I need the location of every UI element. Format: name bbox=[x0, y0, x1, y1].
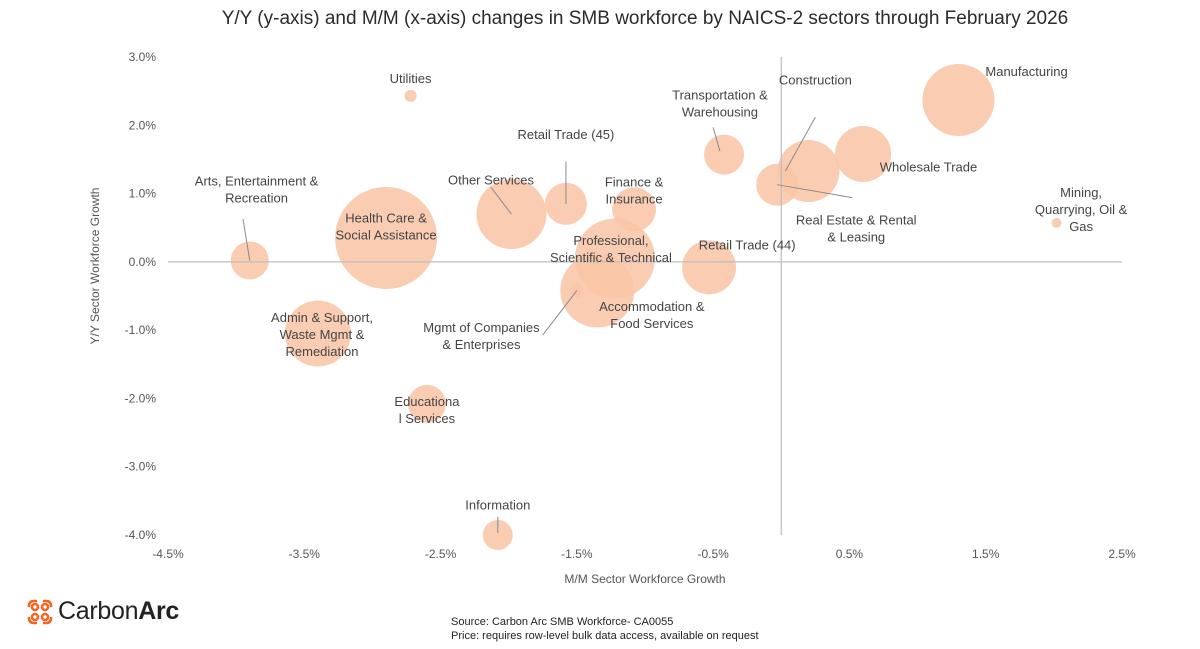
y-tick-label: -4.0% bbox=[125, 528, 157, 542]
leader-line-1 bbox=[784, 116, 816, 172]
annotation-14: Mgmt of Companies & Enterprises bbox=[423, 320, 540, 352]
y-tick-label: -2.0% bbox=[125, 391, 157, 405]
bubble-18 bbox=[407, 384, 446, 423]
leader-line-7 bbox=[542, 290, 578, 336]
bubble-15 bbox=[404, 89, 417, 102]
tick-label-layer: -4.5% -3.5% -2.5% -1.5% -0.5% 0.5% 1.5% 2.5% 3.0… bbox=[125, 50, 1136, 561]
annotation-line: Arts, Entertainment & bbox=[195, 173, 319, 188]
bubble-12 bbox=[560, 253, 635, 328]
y-tick-label: 3.0% bbox=[129, 50, 157, 64]
annotation-line: Social Assistance bbox=[335, 227, 436, 242]
y-tick-label: -1.0% bbox=[125, 323, 157, 337]
annotation-line: Gas bbox=[1069, 219, 1093, 234]
carbon-arc-logo: CarbonArc bbox=[26, 597, 179, 626]
annotation-19: Information bbox=[465, 498, 530, 513]
x-tick-label: 2.5% bbox=[1108, 547, 1136, 561]
annotation-line: Manufacturing bbox=[985, 64, 1067, 79]
annotation-line: Remediation bbox=[286, 344, 359, 359]
annotation-7: Retail Trade (44) bbox=[699, 238, 796, 253]
annotation-2: Construction bbox=[779, 72, 852, 87]
annotation-12: Professional, Scientific & Technical bbox=[550, 233, 672, 265]
y-tick-label: 2.0% bbox=[129, 118, 157, 132]
annotation-15: Utilities bbox=[390, 71, 432, 86]
annotation-line: Scientific & Technical bbox=[550, 250, 672, 265]
carbon-arc-logo-text: CarbonArc bbox=[58, 597, 179, 625]
annotation-1: Manufacturing bbox=[985, 64, 1067, 79]
x-tick-label: -1.5% bbox=[561, 547, 593, 561]
bubble-layer bbox=[230, 64, 1062, 550]
x-tick-label: -4.5% bbox=[152, 547, 184, 561]
annotation-line: Real Estate & Rental bbox=[796, 212, 917, 227]
annotation-line: Insurance bbox=[606, 192, 663, 207]
annotation-line: Admin & Support, bbox=[271, 310, 373, 325]
annotation-line: Retail Trade (45) bbox=[518, 127, 615, 142]
bubble-19 bbox=[482, 520, 513, 550]
annotation-line: Retail Trade (44) bbox=[699, 238, 796, 253]
annotation-11: Health Care & Social Assistance bbox=[335, 210, 436, 242]
annotation-3: Wholesale Trade bbox=[880, 160, 978, 175]
annotation-line: & Leasing bbox=[827, 229, 885, 244]
annotation-9: Retail Trade (45) bbox=[518, 127, 615, 142]
annotation-line: Recreation bbox=[225, 190, 288, 205]
leader-line-6 bbox=[242, 218, 251, 261]
leader-line-5 bbox=[490, 187, 512, 215]
y-tick-label: -3.0% bbox=[125, 460, 157, 474]
axes-layer bbox=[168, 57, 1122, 535]
bubble-7 bbox=[682, 240, 737, 295]
annotation-line: Other Services bbox=[448, 173, 534, 188]
annotation-line: Utilities bbox=[390, 71, 432, 86]
annotation-8: Finance & Insurance bbox=[605, 175, 664, 207]
annotation-line: Transportation & bbox=[672, 87, 768, 102]
x-tick-label: -2.5% bbox=[425, 547, 457, 561]
x-tick-label: 1.5% bbox=[972, 547, 1000, 561]
annotation-line: Professional, bbox=[573, 233, 648, 248]
annotation-18: Educationa l Services bbox=[394, 394, 460, 426]
annotation-line: Finance & bbox=[605, 175, 664, 190]
annotation-line: Wholesale Trade bbox=[880, 160, 978, 175]
x-tick-label: -0.5% bbox=[697, 547, 729, 561]
annotation-line: Educationa bbox=[394, 394, 460, 409]
source-note: Source: Carbon Arc SMB Workforce- CA0055… bbox=[451, 615, 759, 643]
annotation-16: Arts, Entertainment & Recreation bbox=[195, 173, 319, 205]
annotation-line: Construction bbox=[779, 72, 852, 87]
chart-title: Y/Y (y-axis) and M/M (x-axis) changes in… bbox=[221, 8, 1069, 29]
annotation-6: Mining, Quarrying, Oil & Gas bbox=[1035, 185, 1128, 234]
y-tick-label: 1.0% bbox=[129, 187, 157, 201]
annotation-10: Other Services bbox=[448, 173, 534, 188]
annotation-layer: Manufacturing Construction Wholesale Trade… bbox=[195, 64, 1128, 513]
x-axis-label: M/M Sector Workforce Growth bbox=[564, 572, 725, 586]
annotation-line: Mgmt of Companies bbox=[423, 320, 540, 335]
annotation-line: Health Care & bbox=[345, 210, 427, 225]
bubble-1 bbox=[922, 64, 995, 137]
annotation-4: Real Estate & Rental & Leasing bbox=[796, 212, 917, 244]
x-tick-label: 0.5% bbox=[836, 547, 864, 561]
bubble-5 bbox=[704, 134, 745, 175]
source-line: Source: Carbon Arc SMB Workforce- CA0055 bbox=[451, 616, 674, 628]
carbon-arc-logo-icon bbox=[27, 599, 53, 624]
bubble-chart: Manufacturing Construction Wholesale Trade… bbox=[88, 50, 1136, 586]
y-tick-label: 0.0% bbox=[129, 255, 157, 269]
annotation-line: Food Services bbox=[610, 316, 694, 331]
bubble-6 bbox=[1051, 217, 1062, 228]
annotation-line: l Services bbox=[399, 411, 456, 426]
annotation-line: Waste Mgmt & bbox=[280, 327, 365, 342]
annotation-line: Warehousing bbox=[682, 104, 758, 119]
leader-line-2 bbox=[712, 127, 721, 152]
annotation-line: & Enterprises bbox=[442, 337, 521, 352]
annotation-line: Mining, bbox=[1060, 185, 1102, 200]
annotation-17: Admin & Support, Waste Mgmt & Remediation bbox=[271, 310, 373, 359]
bubble-14 bbox=[335, 186, 438, 289]
leader-line-layer bbox=[242, 116, 853, 533]
price-line: Price: requires row-level bulk data acce… bbox=[451, 630, 759, 642]
leader-line-3 bbox=[777, 184, 853, 199]
annotation-5: Transportation & Warehousing bbox=[672, 87, 768, 119]
bubble-3 bbox=[835, 125, 892, 182]
annotation-line: Quarrying, Oil & bbox=[1035, 202, 1128, 217]
annotation-line: Information bbox=[465, 498, 530, 513]
bubble-17 bbox=[284, 300, 351, 367]
y-axis-label: Y/Y Sector Workforce Growth bbox=[88, 188, 102, 345]
x-tick-label: -3.5% bbox=[289, 547, 321, 561]
annotation-line: Accommodation & bbox=[599, 299, 705, 314]
annotation-13: Accommodation & Food Services bbox=[599, 299, 705, 331]
